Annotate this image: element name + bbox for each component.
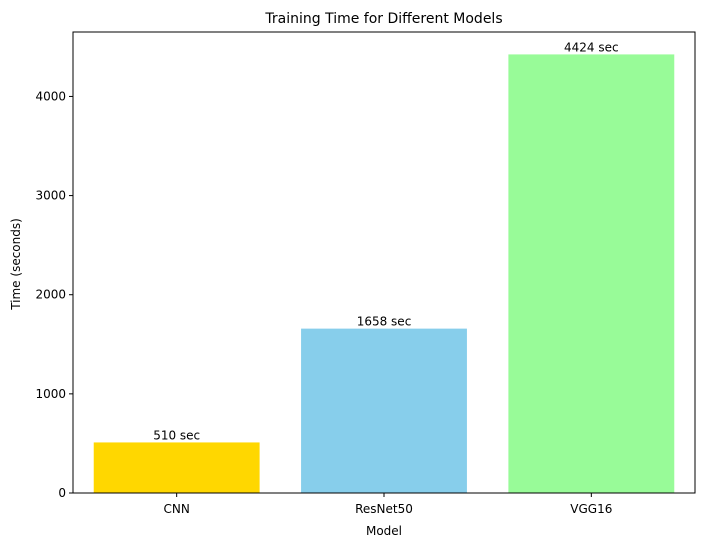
y-tick-label: 0	[58, 486, 66, 500]
y-tick-label: 4000	[35, 89, 66, 103]
bar-resnet50	[301, 328, 467, 493]
plot-area: 510 sec CNN 1658 sec ResNet50 4424 sec VGG16 0…	[35, 31, 696, 516]
data-label-resnet50: 1658 sec	[357, 315, 412, 329]
bar-vgg16	[508, 54, 675, 494]
bar-cnn	[93, 442, 260, 493]
x-tick-label-resnet50: ResNet50	[355, 502, 413, 516]
y-tick-label: 2000	[35, 288, 66, 302]
x-tick-label-cnn: CNN	[163, 502, 189, 516]
y-axis-label: Time (seconds)	[9, 218, 23, 311]
x-axis-label: Model	[366, 524, 402, 538]
x-tick-label-vgg16: VGG16	[570, 502, 612, 516]
y-tick-label: 1000	[35, 387, 66, 401]
data-label-cnn: 510 sec	[153, 428, 200, 442]
chart-title: Training Time for Different Models	[264, 11, 502, 27]
data-label-vgg16: 4424 sec	[564, 40, 619, 54]
axes-frame	[72, 31, 696, 494]
y-tick-label: 3000	[35, 189, 66, 203]
